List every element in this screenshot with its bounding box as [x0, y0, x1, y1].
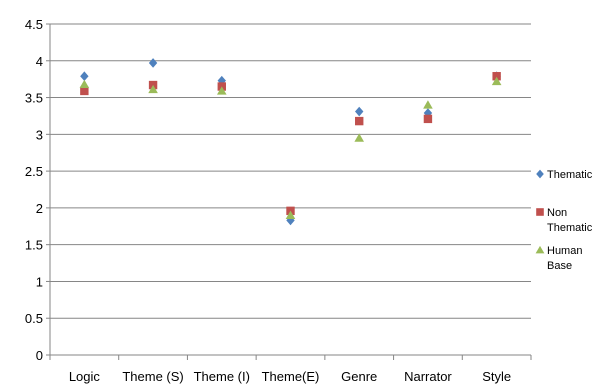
- data-point-triangle: [491, 76, 502, 86]
- data-point-square: [355, 116, 364, 126]
- data-point-square: [492, 72, 501, 81]
- data-point-square: [423, 114, 433, 124]
- data-point-diamond: [80, 71, 89, 82]
- legend-label: Thematic: [547, 169, 593, 181]
- x-tick-label: Theme (S): [122, 369, 183, 384]
- y-tick-label: 2: [36, 201, 43, 216]
- y-tick-labels: 0 0.5 1 1.5 2 2.5 3 3.5 4 4.5: [25, 17, 43, 363]
- x-tick-label: Logic: [69, 369, 101, 384]
- y-tick-label: 4.5: [25, 17, 43, 32]
- y-tick-label: 2.5: [25, 164, 43, 179]
- gridlines: [50, 23, 531, 319]
- y-tick-label: 1.5: [25, 238, 43, 253]
- data-point-diamond: [148, 58, 158, 68]
- y-tick-label: 0.5: [25, 311, 43, 326]
- data-point-triangle: [423, 100, 433, 109]
- y-tick-label: 0: [36, 348, 43, 363]
- legend-label: Non: [547, 207, 567, 219]
- y-tick-label: 1: [36, 274, 43, 289]
- axes: [46, 23, 532, 360]
- x-tick-labels: Logic Theme (S) Theme (I) Theme(E) Genre Narr…: [69, 369, 511, 384]
- data-point-triangle: [285, 210, 296, 219]
- legend-label: Thematic: [547, 222, 593, 234]
- legend-label: Human: [547, 245, 582, 257]
- data-point-triangle: [354, 133, 365, 142]
- data-point-triangle: [79, 79, 90, 89]
- data-point-square: [80, 86, 89, 96]
- data-points: [79, 58, 502, 226]
- legend-label: Base: [547, 260, 572, 272]
- x-tick-label: Theme (I): [194, 369, 250, 384]
- legend-marker-square: [536, 208, 544, 216]
- y-tick-label: 3.5: [25, 91, 43, 106]
- legend-marker-diamond: [536, 169, 544, 179]
- data-point-triangle: [148, 84, 158, 94]
- x-tick-label: Narrator: [404, 369, 452, 384]
- data-point-diamond: [355, 106, 364, 117]
- x-tick-label: Genre: [341, 369, 377, 384]
- legend-marker-triangle: [535, 245, 545, 254]
- data-point-triangle: [216, 86, 227, 95]
- y-tick-label: 4: [36, 54, 43, 69]
- legend: Thematic Non Thematic Human Base: [535, 169, 593, 272]
- y-tick-label: 3: [36, 127, 43, 142]
- x-tick-label: Style: [482, 369, 511, 384]
- x-tick-label: Theme(E): [262, 369, 320, 384]
